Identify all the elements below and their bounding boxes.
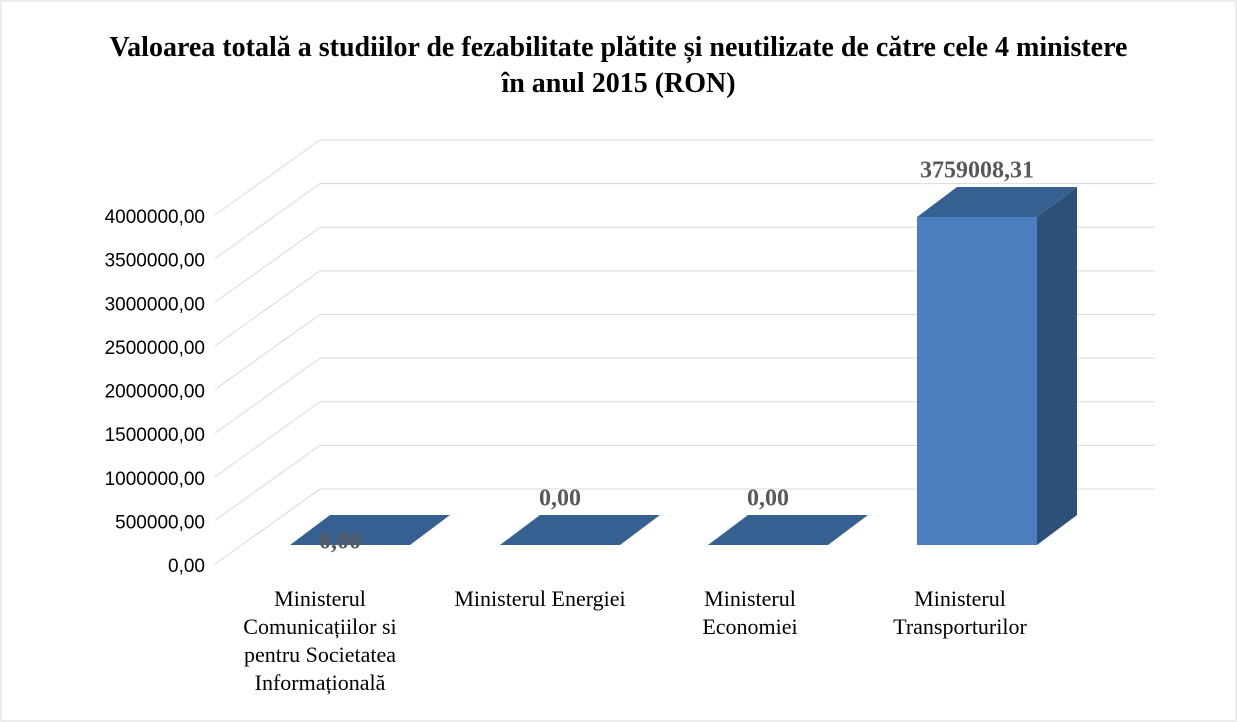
y-tick-label: 500000,00 <box>115 512 205 533</box>
value-label: 0,00 <box>539 486 581 512</box>
grid-line-side <box>214 444 321 521</box>
value-label: 0,00 <box>747 486 789 512</box>
grid-line-side <box>214 401 321 478</box>
bar-side <box>1037 187 1077 545</box>
y-tick-label: 3000000,00 <box>105 294 205 315</box>
grid-line-side <box>214 139 321 216</box>
bar-top <box>708 515 868 545</box>
grid-line-side <box>214 183 321 260</box>
value-label: 3759008,31 <box>920 158 1034 184</box>
y-tick-label: 2500000,00 <box>105 338 205 359</box>
bar-top <box>290 515 450 545</box>
chart-title: Valoarea totală a studiilor de fezabilit… <box>109 32 1128 99</box>
y-tick-label: 3500000,00 <box>105 251 205 272</box>
bar-top <box>917 187 1077 218</box>
x-tick-label: Ministerul Comunicațiilor si pentru Soci… <box>243 586 397 695</box>
grid-line-side <box>214 270 321 347</box>
x-tick-label: Ministerul Transporturilor <box>893 586 1027 639</box>
y-tick-label: 0,00 <box>168 556 205 577</box>
grid-line-side <box>214 357 321 434</box>
x-tick-label: Ministerul Economiei <box>702 586 798 639</box>
bar-top <box>500 515 660 545</box>
y-tick-label: 4000000,00 <box>105 207 205 228</box>
y-tick-label: 1500000,00 <box>105 425 205 446</box>
value-label: 0,00 <box>319 529 361 555</box>
bar-front <box>917 217 1037 545</box>
grid-line-side <box>214 226 321 303</box>
y-tick-label: 2000000,00 <box>105 382 205 403</box>
grid-line-side <box>214 314 321 390</box>
grid-line-side <box>214 488 321 565</box>
y-tick-label: 1000000,00 <box>105 469 205 490</box>
x-tick-label: Ministerul Energiei <box>454 586 626 611</box>
